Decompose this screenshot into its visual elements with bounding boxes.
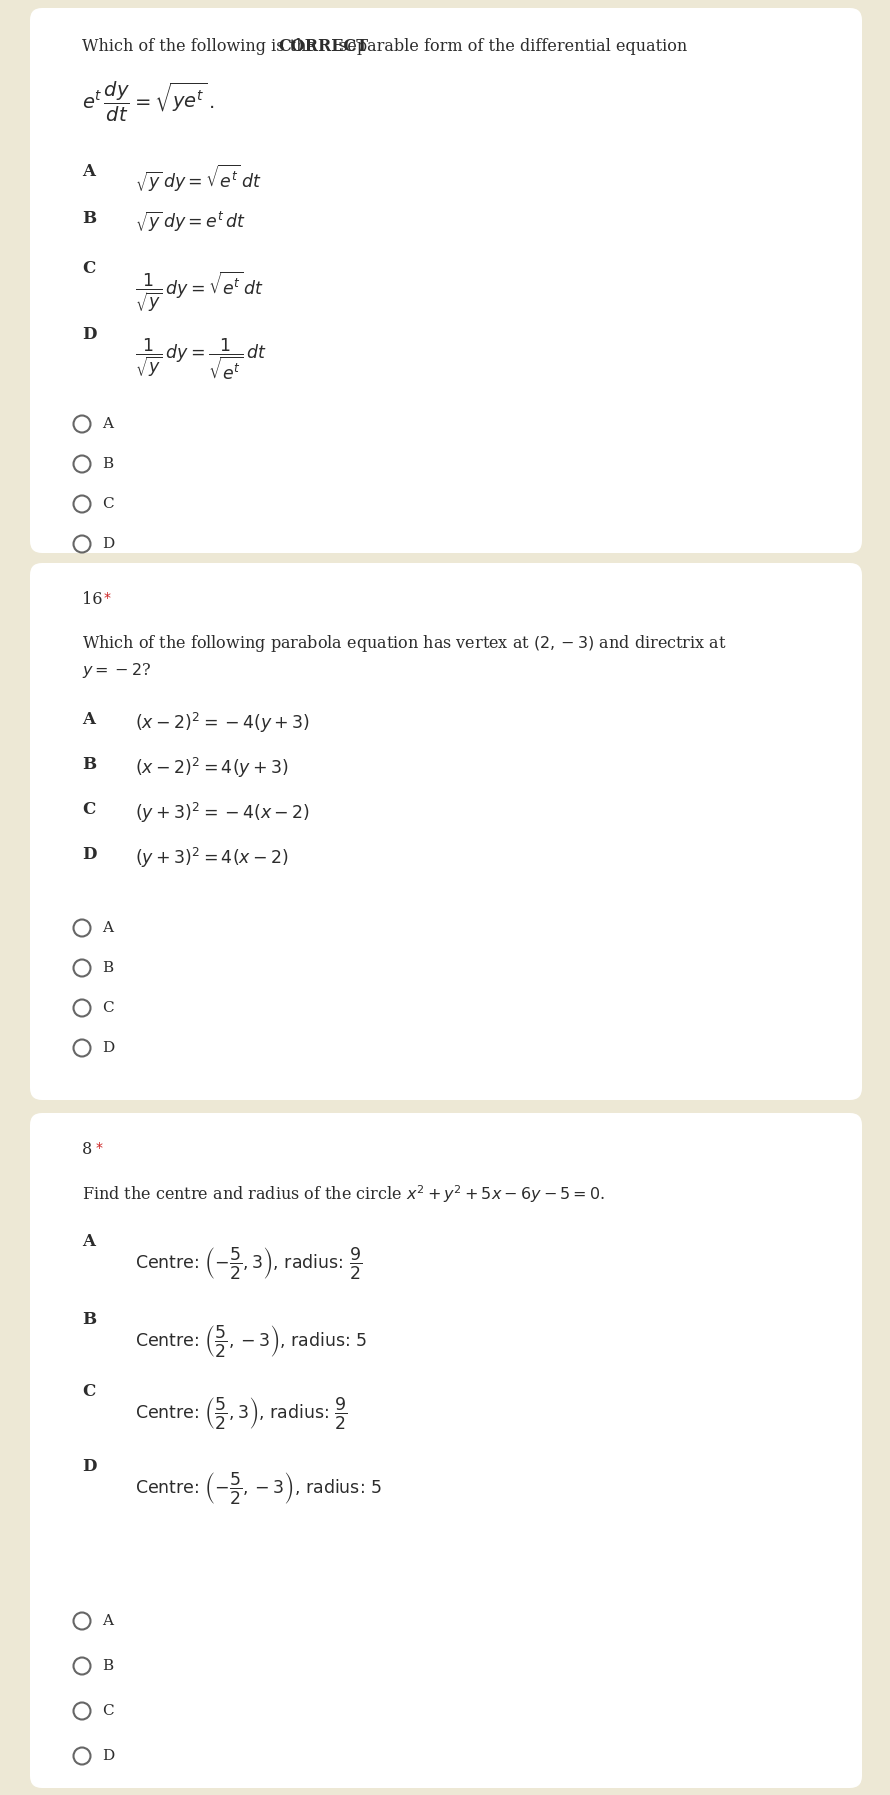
Text: B: B: [102, 960, 113, 975]
Text: D: D: [82, 1458, 96, 1475]
Text: *: *: [104, 591, 111, 605]
Text: D: D: [102, 1041, 114, 1055]
Text: $y = -2$?: $y = -2$?: [82, 661, 151, 680]
Text: D: D: [102, 537, 114, 551]
Text: $e^t\,\dfrac{dy}{dt} = \sqrt{ye^t}\,.$: $e^t\,\dfrac{dy}{dt} = \sqrt{ye^t}\,.$: [82, 81, 214, 124]
Text: $(y+3)^2 = -4(x-2)$: $(y+3)^2 = -4(x-2)$: [135, 801, 310, 826]
Text: CORRECT: CORRECT: [278, 38, 368, 56]
Text: $\sqrt{y}\,dy = e^t\,dt$: $\sqrt{y}\,dy = e^t\,dt$: [135, 210, 246, 233]
Text: C: C: [82, 801, 95, 819]
Text: C: C: [82, 1382, 95, 1400]
Text: A: A: [102, 921, 113, 935]
Text: Centre: $\left(\dfrac{5}{2},-3\right)$, radius: 5: Centre: $\left(\dfrac{5}{2},-3\right)$, …: [135, 1323, 368, 1359]
Text: Centre: $\left(-\dfrac{5}{2},-3\right)$, radius: 5: Centre: $\left(-\dfrac{5}{2},-3\right)$,…: [135, 1470, 382, 1506]
Text: $\dfrac{1}{\sqrt{y}}\,dy = \sqrt{e^t}\,dt$: $\dfrac{1}{\sqrt{y}}\,dy = \sqrt{e^t}\,d…: [135, 269, 264, 314]
Text: B: B: [102, 458, 113, 470]
FancyBboxPatch shape: [30, 7, 862, 553]
Text: $\sqrt{y}\,dy = \sqrt{e^t}\,dt$: $\sqrt{y}\,dy = \sqrt{e^t}\,dt$: [135, 163, 263, 194]
Text: D: D: [82, 845, 96, 863]
Text: *: *: [96, 1142, 103, 1154]
Text: A: A: [82, 711, 95, 729]
Text: C: C: [102, 497, 114, 512]
Text: C: C: [102, 1703, 114, 1718]
Text: separable form of the differential equation: separable form of the differential equat…: [334, 38, 687, 56]
Text: B: B: [82, 210, 96, 226]
Text: B: B: [82, 756, 96, 774]
Text: A: A: [82, 163, 95, 180]
Text: C: C: [102, 1002, 114, 1014]
Text: 16: 16: [82, 591, 102, 609]
FancyBboxPatch shape: [30, 564, 862, 1100]
Text: D: D: [82, 327, 96, 343]
Text: $\dfrac{1}{\sqrt{y}}\,dy = \dfrac{1}{\sqrt{e^t}}\,dt$: $\dfrac{1}{\sqrt{y}}\,dy = \dfrac{1}{\sq…: [135, 336, 266, 382]
Text: A: A: [82, 1233, 95, 1249]
Text: $(x-2)^2 = 4(y+3)$: $(x-2)^2 = 4(y+3)$: [135, 756, 288, 781]
Text: $(y+3)^2 = 4(x-2)$: $(y+3)^2 = 4(x-2)$: [135, 845, 288, 871]
Text: 8: 8: [82, 1142, 93, 1158]
Text: Centre: $\left(\dfrac{5}{2},3\right)$, radius: $\dfrac{9}{2}$: Centre: $\left(\dfrac{5}{2},3\right)$, r…: [135, 1395, 348, 1431]
Text: $(x-2)^2 = -4(y+3)$: $(x-2)^2 = -4(y+3)$: [135, 711, 310, 736]
Text: A: A: [102, 1614, 113, 1628]
Text: B: B: [102, 1659, 113, 1673]
Text: C: C: [82, 260, 95, 276]
Text: D: D: [102, 1748, 114, 1763]
Text: Which of the following is the: Which of the following is the: [82, 38, 321, 56]
Text: Find the centre and radius of the circle $x^2 + y^2 + 5x - 6y - 5 = 0$.: Find the centre and radius of the circle…: [82, 1183, 605, 1204]
Text: A: A: [102, 416, 113, 431]
Text: B: B: [82, 1310, 96, 1328]
FancyBboxPatch shape: [30, 1113, 862, 1788]
Text: Which of the following parabola equation has vertex at $(2,-3)$ and directrix at: Which of the following parabola equation…: [82, 634, 727, 653]
Text: Centre: $\left(-\dfrac{5}{2},3\right)$, radius: $\dfrac{9}{2}$: Centre: $\left(-\dfrac{5}{2},3\right)$, …: [135, 1246, 362, 1282]
